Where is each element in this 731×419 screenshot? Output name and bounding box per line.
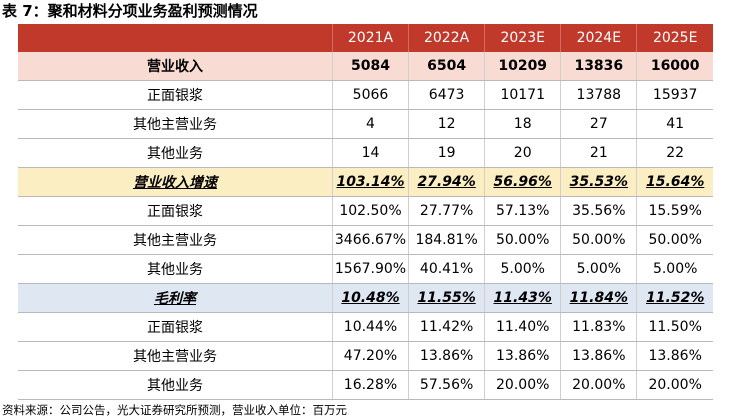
row-label: 其他主营业务 — [18, 225, 333, 255]
table-row: 正面银浆 102.50% 27.77% 57.13% 35.56% 15.59% — [18, 196, 713, 226]
table-row: 营业收入增速 103.14% 27.94% 56.96% 35.53% 15.6… — [18, 167, 713, 197]
table-cell: 11.50% — [636, 312, 713, 342]
table-row: 其他主营业务 4 12 18 27 41 — [18, 109, 713, 139]
table-cell: 15.64% — [636, 167, 713, 197]
table-cell: 6473 — [408, 80, 485, 110]
table-cell: 27.94% — [408, 167, 485, 197]
table-cell: 10.44% — [331, 312, 409, 342]
table-cell: 102.50% — [331, 196, 409, 226]
row-label: 正面银浆 — [18, 312, 333, 342]
table-row: 营业收入 5084 6504 10209 13836 16000 — [18, 52, 713, 81]
source-note: 资料来源：公司公告，光大证券研究所预测，营业收入单位：百万元 — [2, 403, 347, 417]
table-cell: 56.96% — [484, 167, 561, 197]
row-label: 正面银浆 — [18, 196, 333, 226]
table-cell: 21 — [560, 138, 637, 168]
table-cell: 15.59% — [636, 196, 713, 226]
row-label: 其他业务 — [18, 254, 333, 284]
table-cell: 1567.90% — [331, 254, 409, 284]
row-label: 营业收入 — [18, 52, 333, 81]
table-cell: 47.20% — [331, 341, 409, 371]
table-title: 表 7：聚和材料分项业务盈利预测情况 — [2, 2, 258, 20]
table-row: 正面银浆 5066 6473 10171 13788 15937 — [18, 80, 713, 110]
table-cell: 13.86% — [636, 341, 713, 371]
table-cell: 10171 — [484, 80, 561, 110]
table-cell: 11.52% — [636, 283, 713, 313]
table-cell: 27.77% — [408, 196, 485, 226]
table-cell: 18 — [484, 109, 561, 139]
row-label: 营业收入增速 — [18, 167, 333, 197]
table-cell: 50.00% — [636, 225, 713, 255]
table-cell: 103.14% — [331, 167, 409, 197]
table-cell: 13836 — [560, 52, 637, 81]
row-label: 其他主营业务 — [18, 109, 333, 139]
header-cell: 2024E — [560, 24, 637, 52]
table-cell: 11.40% — [484, 312, 561, 342]
table-cell: 5066 — [331, 80, 409, 110]
forecast-table: 2021A 2022A 2023E 2024E 2025E 营业收入 5084 … — [18, 24, 713, 400]
table-cell: 15937 — [636, 80, 713, 110]
table-cell: 20 — [484, 138, 561, 168]
table-cell: 13.86% — [408, 341, 485, 371]
header-cell: 2022A — [408, 24, 485, 52]
row-label: 毛利率 — [18, 283, 333, 313]
header-cell: 2025E — [636, 24, 713, 52]
table-cell: 57.56% — [408, 370, 485, 400]
table-row: 毛利率 10.48% 11.55% 11.43% 11.84% 11.52% — [18, 283, 713, 313]
table-cell: 35.53% — [560, 167, 637, 197]
table-row: 其他业务 14 19 20 21 22 — [18, 138, 713, 168]
table-cell: 16.28% — [331, 370, 409, 400]
table-row: 其他主营业务 3466.67% 184.81% 50.00% 50.00% 50… — [18, 225, 713, 255]
table-cell: 13.86% — [484, 341, 561, 371]
table-cell: 40.41% — [408, 254, 485, 284]
table-cell: 5.00% — [636, 254, 713, 284]
table-cell: 13.86% — [560, 341, 637, 371]
row-label: 其他业务 — [18, 370, 333, 400]
table-cell: 12 — [408, 109, 485, 139]
header-cell: 2023E — [484, 24, 561, 52]
table-cell: 50.00% — [560, 225, 637, 255]
table-cell: 10209 — [484, 52, 561, 81]
table-cell: 10.48% — [331, 283, 409, 313]
table-cell: 41 — [636, 109, 713, 139]
table-cell: 20.00% — [484, 370, 561, 400]
table-cell: 11.43% — [484, 283, 561, 313]
table-cell: 11.42% — [408, 312, 485, 342]
table-header-row: 2021A 2022A 2023E 2024E 2025E — [18, 24, 713, 52]
table-cell: 5084 — [331, 52, 409, 81]
table-row: 其他主营业务 47.20% 13.86% 13.86% 13.86% 13.86… — [18, 341, 713, 371]
table-cell: 14 — [331, 138, 409, 168]
table-cell: 22 — [636, 138, 713, 168]
table-cell: 20.00% — [636, 370, 713, 400]
header-cell: 2021A — [331, 24, 409, 52]
table-row: 其他业务 1567.90% 40.41% 5.00% 5.00% 5.00% — [18, 254, 713, 284]
table-cell: 6504 — [408, 52, 485, 81]
table-cell: 184.81% — [408, 225, 485, 255]
table-cell: 50.00% — [484, 225, 561, 255]
row-label: 其他业务 — [18, 138, 333, 168]
table-cell: 35.56% — [560, 196, 637, 226]
table-row: 正面银浆 10.44% 11.42% 11.40% 11.83% 11.50% — [18, 312, 713, 342]
table-cell: 5.00% — [560, 254, 637, 284]
table-cell: 27 — [560, 109, 637, 139]
table-cell: 11.84% — [560, 283, 637, 313]
table-cell: 13788 — [560, 80, 637, 110]
table-row: 其他业务 16.28% 57.56% 20.00% 20.00% 20.00% — [18, 370, 713, 400]
table-cell: 5.00% — [484, 254, 561, 284]
row-label: 其他主营业务 — [18, 341, 333, 371]
table-cell: 57.13% — [484, 196, 561, 226]
table-cell: 19 — [408, 138, 485, 168]
table-cell: 20.00% — [560, 370, 637, 400]
header-cell — [18, 24, 333, 52]
table-cell: 11.55% — [408, 283, 485, 313]
table-cell: 16000 — [636, 52, 713, 81]
table-cell: 4 — [331, 109, 409, 139]
table-cell: 3466.67% — [331, 225, 409, 255]
row-label: 正面银浆 — [18, 80, 333, 110]
table-cell: 11.83% — [560, 312, 637, 342]
